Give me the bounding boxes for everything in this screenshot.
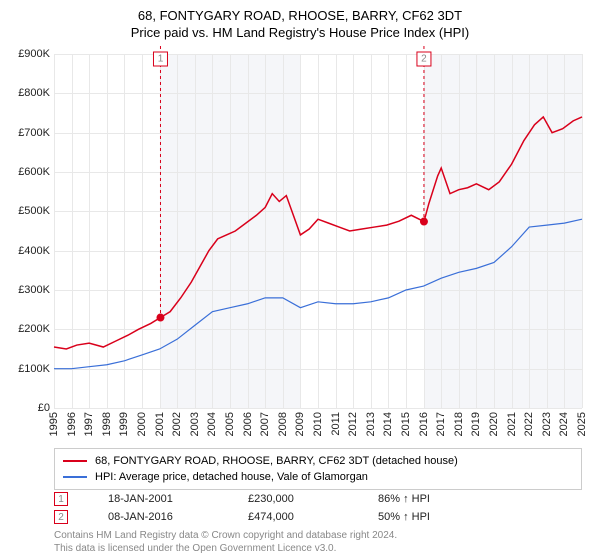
event-pct: 50% ↑ HPI	[378, 511, 430, 523]
x-axis-label: 2015	[400, 412, 412, 436]
event-date: 18-JAN-2001	[108, 493, 208, 505]
chart-subtitle: Price paid vs. HM Land Registry's House …	[0, 25, 600, 40]
marker-dot	[420, 218, 428, 226]
y-axis-label: £400K	[6, 245, 50, 257]
attribution-text: Contains HM Land Registry data © Crown c…	[54, 530, 582, 555]
event-price: £474,000	[248, 511, 338, 523]
marker-badge-number: 2	[421, 54, 427, 65]
x-axis-label: 2009	[294, 412, 306, 436]
y-axis-label: £900K	[6, 48, 50, 60]
legend-label: HPI: Average price, detached house, Vale…	[95, 471, 368, 483]
y-axis-label: £800K	[6, 87, 50, 99]
x-axis-label: 2010	[312, 412, 324, 436]
x-axis-label: 2001	[154, 412, 166, 436]
chart-container: 68, FONTYGARY ROAD, RHOOSE, BARRY, CF62 …	[0, 0, 600, 560]
attribution-line: Contains HM Land Registry data © Crown c…	[54, 530, 582, 543]
x-axis-label: 2003	[189, 412, 201, 436]
event-badge: 1	[54, 492, 68, 506]
title-block: 68, FONTYGARY ROAD, RHOOSE, BARRY, CF62 …	[0, 0, 600, 40]
x-axis-label: 2014	[382, 412, 394, 436]
x-axis-label: 2004	[206, 412, 218, 436]
legend: 68, FONTYGARY ROAD, RHOOSE, BARRY, CF62 …	[54, 448, 582, 490]
chart-area: £0£100K£200K£300K£400K£500K£600K£700K£80…	[54, 54, 582, 408]
y-axis-label: £100K	[6, 363, 50, 375]
y-axis-label: £200K	[6, 323, 50, 335]
x-axis-label: 1997	[83, 412, 95, 436]
event-row: 2 08-JAN-2016 £474,000 50% ↑ HPI	[54, 508, 582, 526]
x-axis-label: 1999	[118, 412, 130, 436]
event-date: 08-JAN-2016	[108, 511, 208, 523]
x-axis-label: 2020	[488, 412, 500, 436]
legend-swatch	[63, 460, 87, 462]
x-axis-label: 2024	[558, 412, 570, 436]
x-axis-label: 2013	[365, 412, 377, 436]
x-axis-label: 2022	[523, 412, 535, 436]
y-axis-label: £300K	[6, 284, 50, 296]
event-pct: 86% ↑ HPI	[378, 493, 430, 505]
x-axis-label: 1998	[101, 412, 113, 436]
attribution-line: This data is licensed under the Open Gov…	[54, 543, 582, 556]
y-axis-label: £700K	[6, 127, 50, 139]
chart-svg: 12	[54, 54, 582, 408]
x-axis-label: 2021	[506, 412, 518, 436]
marker-dot	[156, 314, 164, 322]
legend-swatch	[63, 476, 87, 478]
event-row: 1 18-JAN-2001 £230,000 86% ↑ HPI	[54, 490, 582, 508]
gridline-h	[54, 408, 582, 409]
legend-item: HPI: Average price, detached house, Vale…	[63, 469, 573, 485]
x-axis-label: 2017	[435, 412, 447, 436]
legend-item: 68, FONTYGARY ROAD, RHOOSE, BARRY, CF62 …	[63, 453, 573, 469]
x-axis-label: 2019	[470, 412, 482, 436]
x-axis-label: 2006	[242, 412, 254, 436]
x-axis-label: 2012	[347, 412, 359, 436]
gridline-v	[582, 54, 583, 408]
event-badge: 2	[54, 510, 68, 524]
legend-label: 68, FONTYGARY ROAD, RHOOSE, BARRY, CF62 …	[95, 455, 458, 467]
x-axis-label: 2002	[171, 412, 183, 436]
x-axis-label: 1996	[66, 412, 78, 436]
x-axis-label: 2023	[541, 412, 553, 436]
x-axis-label: 2008	[277, 412, 289, 436]
events-table: 1 18-JAN-2001 £230,000 86% ↑ HPI 2 08-JAN-201…	[54, 490, 582, 526]
x-axis-label: 1995	[48, 412, 60, 436]
x-axis-label: 2016	[418, 412, 430, 436]
series-hpi	[54, 219, 582, 368]
event-price: £230,000	[248, 493, 338, 505]
x-axis-label: 2011	[330, 412, 342, 436]
y-axis-label: £0	[6, 402, 50, 414]
x-axis-label: 2018	[453, 412, 465, 436]
x-axis-label: 2007	[259, 412, 271, 436]
chart-title: 68, FONTYGARY ROAD, RHOOSE, BARRY, CF62 …	[0, 8, 600, 23]
marker-badge-number: 1	[158, 54, 164, 65]
x-axis-label: 2000	[136, 412, 148, 436]
x-axis-label: 2005	[224, 412, 236, 436]
series-property	[54, 117, 582, 349]
y-axis-label: £600K	[6, 166, 50, 178]
x-axis-label: 2025	[576, 412, 588, 436]
y-axis-label: £500K	[6, 205, 50, 217]
